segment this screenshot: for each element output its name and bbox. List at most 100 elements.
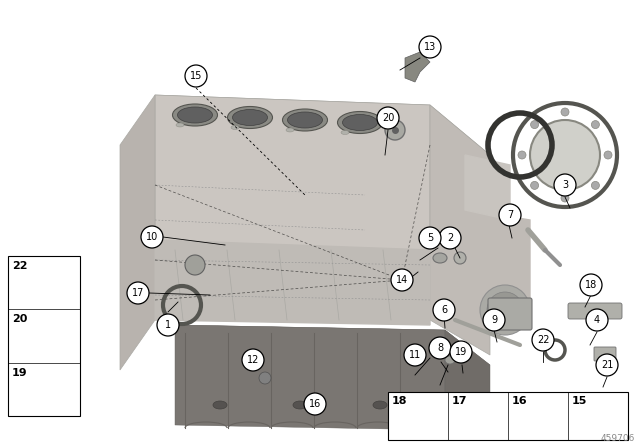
- Text: 2: 2: [447, 233, 453, 243]
- Text: 11: 11: [409, 350, 421, 360]
- Ellipse shape: [433, 253, 447, 263]
- Text: 16: 16: [512, 396, 527, 406]
- Text: 18: 18: [585, 280, 597, 290]
- Circle shape: [185, 255, 205, 275]
- Text: 21: 21: [601, 360, 613, 370]
- Text: 4: 4: [594, 315, 600, 325]
- Text: 7: 7: [507, 210, 513, 220]
- Polygon shape: [445, 330, 490, 440]
- Ellipse shape: [531, 121, 539, 129]
- Text: 13: 13: [424, 42, 436, 52]
- Circle shape: [450, 341, 472, 363]
- Circle shape: [554, 174, 576, 196]
- Ellipse shape: [561, 108, 569, 116]
- Circle shape: [439, 227, 461, 249]
- Ellipse shape: [561, 194, 569, 202]
- Circle shape: [433, 299, 455, 321]
- Circle shape: [127, 282, 149, 304]
- FancyBboxPatch shape: [488, 298, 532, 330]
- Text: 15: 15: [190, 71, 202, 81]
- Circle shape: [419, 36, 441, 58]
- Ellipse shape: [373, 401, 387, 409]
- Circle shape: [185, 65, 207, 87]
- Ellipse shape: [177, 107, 212, 123]
- Ellipse shape: [213, 401, 227, 409]
- Text: 12: 12: [247, 355, 259, 365]
- Text: 22: 22: [537, 335, 549, 345]
- Circle shape: [304, 393, 326, 415]
- Circle shape: [385, 120, 405, 140]
- Text: 6: 6: [441, 305, 447, 315]
- Circle shape: [586, 309, 608, 331]
- Polygon shape: [155, 95, 430, 320]
- Polygon shape: [405, 52, 430, 82]
- Text: 16: 16: [309, 399, 321, 409]
- Ellipse shape: [342, 115, 378, 130]
- Text: 15: 15: [572, 396, 588, 406]
- Ellipse shape: [591, 181, 600, 190]
- Ellipse shape: [231, 125, 239, 129]
- Circle shape: [487, 292, 523, 328]
- Circle shape: [499, 204, 521, 226]
- Text: 14: 14: [396, 275, 408, 285]
- Text: 17: 17: [452, 396, 467, 406]
- Circle shape: [404, 344, 426, 366]
- Ellipse shape: [591, 121, 600, 129]
- FancyBboxPatch shape: [8, 256, 80, 416]
- Ellipse shape: [227, 107, 273, 129]
- Ellipse shape: [341, 130, 349, 134]
- Ellipse shape: [518, 151, 526, 159]
- Text: 459706: 459706: [600, 434, 635, 443]
- Text: 9: 9: [491, 315, 497, 325]
- Polygon shape: [155, 95, 490, 155]
- Circle shape: [532, 329, 554, 351]
- Circle shape: [377, 107, 399, 129]
- Polygon shape: [175, 325, 445, 430]
- Polygon shape: [175, 325, 490, 365]
- Text: 22: 22: [12, 261, 28, 271]
- Circle shape: [429, 337, 451, 359]
- Circle shape: [391, 269, 413, 291]
- Text: 19: 19: [455, 347, 467, 357]
- Circle shape: [259, 372, 271, 384]
- Ellipse shape: [232, 109, 268, 125]
- FancyBboxPatch shape: [568, 303, 622, 319]
- Text: 5: 5: [427, 233, 433, 243]
- Text: 20: 20: [12, 314, 28, 324]
- FancyBboxPatch shape: [388, 392, 628, 440]
- Ellipse shape: [293, 401, 307, 409]
- FancyBboxPatch shape: [594, 347, 616, 361]
- Circle shape: [141, 226, 163, 248]
- Circle shape: [530, 120, 600, 190]
- Ellipse shape: [531, 181, 539, 190]
- Text: 19: 19: [12, 368, 28, 378]
- Polygon shape: [155, 240, 430, 325]
- Ellipse shape: [286, 128, 294, 132]
- Ellipse shape: [604, 151, 612, 159]
- Text: 10: 10: [146, 232, 158, 242]
- Circle shape: [419, 227, 441, 249]
- Ellipse shape: [282, 109, 328, 131]
- Polygon shape: [430, 105, 490, 355]
- Ellipse shape: [176, 123, 184, 127]
- Circle shape: [483, 309, 505, 331]
- Circle shape: [454, 252, 466, 264]
- Polygon shape: [465, 155, 510, 220]
- Ellipse shape: [287, 112, 323, 128]
- Circle shape: [596, 354, 618, 376]
- Ellipse shape: [337, 112, 383, 134]
- Text: 3: 3: [562, 180, 568, 190]
- Polygon shape: [120, 95, 155, 370]
- Circle shape: [480, 285, 530, 335]
- Text: 18: 18: [392, 396, 408, 406]
- Text: 20: 20: [382, 113, 394, 123]
- Circle shape: [242, 349, 264, 371]
- Ellipse shape: [445, 356, 455, 364]
- Text: 8: 8: [437, 343, 443, 353]
- Circle shape: [157, 314, 179, 336]
- Polygon shape: [470, 210, 530, 320]
- Text: 1: 1: [165, 320, 171, 330]
- Ellipse shape: [173, 104, 218, 126]
- Text: 17: 17: [132, 288, 144, 298]
- Circle shape: [580, 274, 602, 296]
